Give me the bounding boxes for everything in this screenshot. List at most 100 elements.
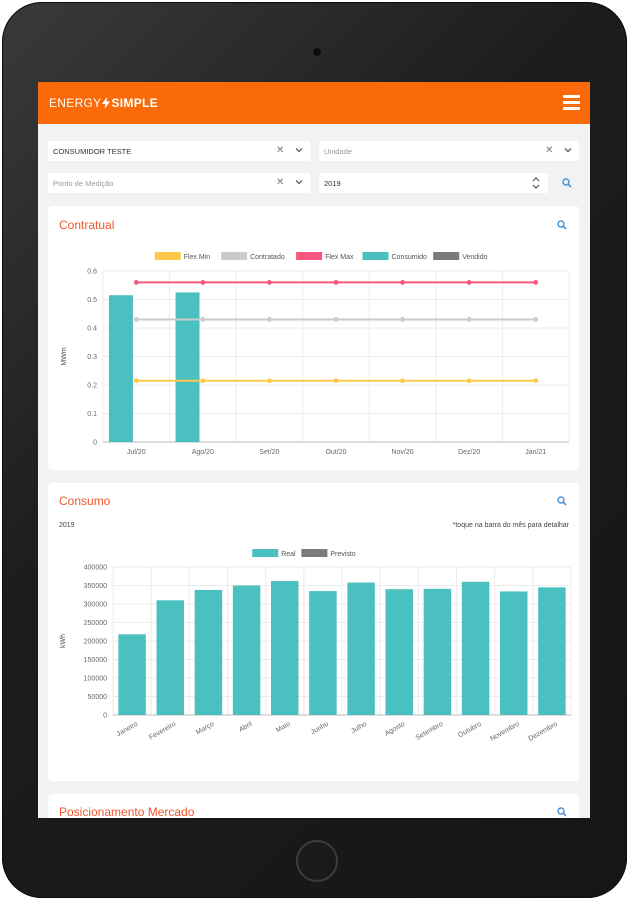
contratual-chart[interactable]: Flex Min Contratado Flex Max Consumido Vendi… xyxy=(48,240,579,470)
clear-icon[interactable]: ✕ xyxy=(545,145,554,156)
consumo-chart[interactable]: Real Previsto 0 50000 100000 150000 200000 2500… xyxy=(48,539,579,779)
x-tick-label: Out/20 xyxy=(325,449,346,456)
zoom-icon[interactable] xyxy=(557,807,567,817)
x-tick-label: Outubro xyxy=(457,721,482,740)
point-flex-min xyxy=(533,378,539,384)
bar-real xyxy=(309,591,337,715)
unit-select[interactable]: Unidade ✕ xyxy=(319,141,579,161)
hamburger-menu-icon[interactable] xyxy=(563,95,580,110)
legend-swatch xyxy=(433,252,460,260)
point-flex-max xyxy=(333,280,339,285)
y-tick-label: 0.3 xyxy=(87,354,97,361)
x-tick-label: Julho xyxy=(350,721,368,735)
y-tick-label: 0.5 xyxy=(87,297,97,304)
bar-real xyxy=(385,589,413,715)
year-input[interactable]: 2019 xyxy=(319,173,548,193)
point-flex-max xyxy=(200,280,206,285)
contratual-card: Contratual Flex Min Contratado Flex Max Con… xyxy=(48,206,579,470)
measure-point-placeholder: Ponto de Medição xyxy=(53,179,114,188)
bar-real xyxy=(271,581,299,715)
chevron-down-icon[interactable] xyxy=(563,145,573,155)
bar-real xyxy=(538,587,566,715)
point-contratado xyxy=(267,317,272,322)
year-stepper-icon[interactable] xyxy=(531,175,541,191)
year-input-value: 2019 xyxy=(324,179,341,188)
legend-label: Vendido xyxy=(462,254,487,261)
x-tick-label: Jan/21 xyxy=(525,449,546,456)
point-flex-min xyxy=(133,378,139,384)
point-flex-max xyxy=(400,280,405,285)
y-tick-label: 0 xyxy=(93,440,97,447)
bar-consumido xyxy=(108,295,133,442)
point-contratado xyxy=(533,317,539,322)
legend-label: Contratado xyxy=(250,254,285,261)
consumo-card: Consumo 2019 *toque na barra do mês para… xyxy=(48,483,579,781)
legend-label: Flex Min xyxy=(184,254,211,261)
y-tick-label: 0.6 xyxy=(87,269,97,276)
consumer-select-value: CONSUMIDOR TESTE xyxy=(53,147,132,156)
home-button[interactable] xyxy=(296,840,338,882)
point-flex-min xyxy=(466,378,472,384)
app-screen: ENERGY SIMPLE CONSUMIDOR TESTE ✕ Unidade … xyxy=(38,82,590,818)
point-contratado xyxy=(333,317,339,322)
mercado-title: Posicionamento Mercado xyxy=(59,805,195,818)
point-contratado xyxy=(133,317,139,322)
y-tick-label: 400000 xyxy=(84,565,107,572)
x-tick-label: Dez/20 xyxy=(458,449,480,456)
x-tick-label: Setembro xyxy=(415,721,445,742)
point-flex-min xyxy=(267,378,272,384)
point-flex-min xyxy=(200,378,206,384)
point-flex-min xyxy=(400,378,405,384)
point-flex-min xyxy=(333,378,339,384)
y-tick-label: 0.2 xyxy=(87,383,97,390)
legend-swatch xyxy=(362,252,389,260)
measure-point-select[interactable]: Ponto de Medição ✕ xyxy=(48,173,310,193)
x-tick-label: Agosto xyxy=(384,721,406,738)
legend-swatch xyxy=(296,252,323,260)
x-tick-label: Junho xyxy=(310,721,330,737)
mercado-card: Posicionamento Mercado xyxy=(48,794,579,818)
point-contratado xyxy=(400,317,405,322)
consumer-select[interactable]: CONSUMIDOR TESTE ✕ xyxy=(48,141,310,161)
point-contratado xyxy=(466,317,472,322)
legend-swatch xyxy=(252,549,279,557)
legend-swatch xyxy=(221,252,248,260)
x-tick-label: Set/20 xyxy=(259,449,279,456)
x-tick-label: Jul/20 xyxy=(127,449,146,456)
y-tick-label: 350000 xyxy=(84,583,107,590)
x-tick-label: Ago/20 xyxy=(192,449,214,456)
point-flex-max xyxy=(533,280,539,285)
x-tick-label: Dezembro xyxy=(527,721,559,743)
app-logo: ENERGY SIMPLE xyxy=(49,96,158,110)
zoom-icon[interactable] xyxy=(557,220,567,230)
point-contratado xyxy=(200,317,206,322)
y-tick-label: 100000 xyxy=(84,676,107,683)
clear-icon[interactable]: ✕ xyxy=(276,145,285,156)
legend-swatch xyxy=(301,549,328,557)
zoom-icon[interactable] xyxy=(557,496,567,506)
consumo-year-label: 2019 xyxy=(59,522,75,529)
clear-icon[interactable]: ✕ xyxy=(276,177,285,188)
point-flex-max xyxy=(267,280,272,285)
consumo-hint: *toque na barra do mês para detalhar xyxy=(452,522,569,529)
x-tick-label: Nov/20 xyxy=(391,449,413,456)
unit-select-placeholder: Unidade xyxy=(324,147,352,156)
x-tick-label: Fevereiro xyxy=(148,721,177,742)
bar-real xyxy=(347,582,375,715)
camera xyxy=(312,47,322,57)
y-axis-label: MWm xyxy=(61,347,68,365)
consumo-title: Consumo xyxy=(59,494,111,508)
legend-label: Real xyxy=(281,551,296,558)
y-tick-label: 0.1 xyxy=(87,411,97,418)
y-tick-label: 50000 xyxy=(88,694,108,701)
chevron-down-icon[interactable] xyxy=(294,145,304,155)
search-icon[interactable] xyxy=(562,178,572,188)
bar-real xyxy=(232,585,261,715)
lightning-bolt-icon xyxy=(102,96,111,109)
point-flex-max xyxy=(466,280,472,285)
chevron-down-icon[interactable] xyxy=(294,177,304,187)
top-bar: ENERGY SIMPLE xyxy=(38,82,590,124)
x-tick-label: Abril xyxy=(238,720,254,733)
logo-energy-text: ENERGY xyxy=(49,96,102,110)
legend-swatch xyxy=(154,252,181,260)
